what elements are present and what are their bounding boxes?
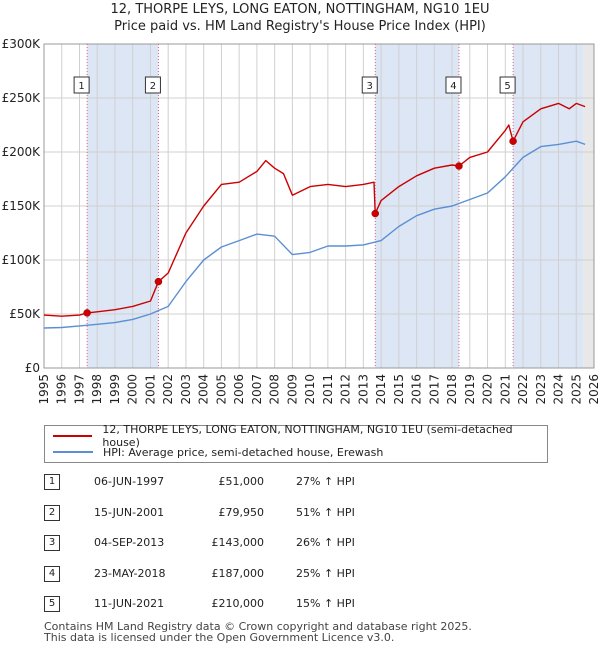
x-tick-label: 2020 xyxy=(481,374,495,405)
x-tick-label: 2001 xyxy=(143,374,157,405)
sale-label-box xyxy=(73,76,90,94)
sale-price: £187,000 xyxy=(211,566,265,580)
sale-hpi-change: 27% ↑ HPI xyxy=(296,475,355,488)
sale-hpi-change: 25% ↑ HPI xyxy=(296,566,355,580)
sale-row: 5 11-JUN-2021 £210,000 15% ↑ HPI xyxy=(44,596,564,627)
sale-number-badge: 4 xyxy=(44,565,60,582)
x-tick-label: 2015 xyxy=(392,374,406,405)
footer-line1: Contains HM Land Registry data © Crown c… xyxy=(44,620,472,633)
sale-date: 04-SEP-2013 xyxy=(94,536,165,549)
y-tick-label: £300K xyxy=(2,37,42,51)
x-tick-label: 1999 xyxy=(108,374,122,405)
x-tick-label: 2024 xyxy=(552,374,566,405)
x-tick-label: 2000 xyxy=(126,374,140,405)
sale-hpi-change: 26% ↑ HPI xyxy=(296,536,355,549)
x-tick-label: 2022 xyxy=(516,374,530,405)
x-tick-label: 2002 xyxy=(161,374,175,405)
sale-row: 2 15-JUN-2001 £79,950 51% ↑ HPI xyxy=(44,504,564,536)
x-tick-label: 2018 xyxy=(445,374,459,405)
x-tick-label: 1997 xyxy=(72,374,86,405)
x-tick-label: 2014 xyxy=(374,374,388,405)
sale-point xyxy=(83,309,91,317)
sale-hpi-change: 51% ↑ HPI xyxy=(296,505,355,519)
y-tick-label: £50K xyxy=(9,307,41,321)
sale-price: £79,950 xyxy=(218,505,265,519)
x-tick-label: 2026 xyxy=(587,374,600,405)
legend-swatch-property xyxy=(53,435,93,437)
x-tick-label: 2008 xyxy=(268,374,282,405)
sale-row: 4 23-MAY-2018 £187,000 25% ↑ HPI xyxy=(44,565,564,597)
chart-legend: 12, THORPE LEYS, LONG EATON, NOTTINGHAM,… xyxy=(44,423,548,463)
y-tick-label: £100K xyxy=(2,253,42,267)
legend-swatch-hpi xyxy=(53,451,93,453)
sale-label-box xyxy=(144,76,161,94)
x-tick-label: 2011 xyxy=(321,374,335,405)
x-tick-label: 2013 xyxy=(356,374,370,405)
x-tick-label: 2005 xyxy=(214,374,228,405)
x-tick-label: 2021 xyxy=(498,374,512,405)
footer-attribution: Contains HM Land Registry data © Crown c… xyxy=(44,621,472,643)
sale-label: 2 xyxy=(150,81,156,92)
sale-label: 5 xyxy=(504,81,510,92)
x-tick-label: 1998 xyxy=(90,374,104,405)
sale-label: 1 xyxy=(78,81,84,92)
sale-label: 3 xyxy=(367,81,373,92)
footer-line2: This data is licensed under the Open Gov… xyxy=(44,631,395,644)
sale-date: 15-JUN-2001 xyxy=(94,505,165,519)
sales-table: 1 06-JUN-1997 £51,000 27% ↑ HPI 2 15-JUN… xyxy=(44,474,564,627)
sale-price: £143,000 xyxy=(211,536,265,549)
x-tick-label: 2009 xyxy=(285,374,299,405)
sale-point xyxy=(154,277,163,286)
sale-number-badge: 3 xyxy=(44,535,60,551)
x-tick-label: 2023 xyxy=(534,374,548,405)
x-tick-label: 1995 xyxy=(37,374,51,405)
x-tick-label: 2016 xyxy=(410,374,424,405)
sale-point xyxy=(509,137,517,145)
sale-label-box xyxy=(445,76,462,94)
x-tick-label: 2012 xyxy=(339,374,353,405)
y-tick-label: £0 xyxy=(25,361,40,375)
sale-hpi-change: 15% ↑ HPI xyxy=(296,597,355,610)
sale-label-box xyxy=(499,76,516,94)
sale-label: 4 xyxy=(450,81,456,92)
y-tick-label: £150K xyxy=(2,199,42,213)
sale-point xyxy=(371,209,379,218)
sale-date: 06-JUN-1997 xyxy=(94,475,165,488)
sale-date: 23-MAY-2018 xyxy=(94,566,166,580)
x-tick-label: 2019 xyxy=(463,374,477,405)
sale-price: £210,000 xyxy=(211,597,265,610)
property-series-line xyxy=(43,102,586,317)
plot-frame xyxy=(43,43,595,369)
sale-row: 3 04-SEP-2013 £143,000 26% ↑ HPI xyxy=(44,535,564,566)
x-tick-label: 2007 xyxy=(250,374,264,405)
y-tick-label: £200K xyxy=(2,145,42,159)
legend-item-hpi: HPI: Average price, semi-detached house,… xyxy=(53,444,383,460)
y-tick-label: £250K xyxy=(2,91,42,105)
x-tick-label: 2006 xyxy=(232,374,246,405)
legend-item-property: 12, THORPE LEYS, LONG EATON, NOTTINGHAM,… xyxy=(53,423,547,449)
x-tick-label: 2004 xyxy=(197,374,211,405)
sale-date: 11-JUN-2021 xyxy=(94,597,165,610)
sale-price: £51,000 xyxy=(218,475,265,488)
sale-number-badge: 1 xyxy=(44,474,60,490)
sale-row: 1 06-JUN-1997 £51,000 27% ↑ HPI xyxy=(44,474,564,505)
hpi-series-line xyxy=(43,140,586,329)
chart-title-line2: Price paid vs. HM Land Registry's House … xyxy=(114,19,486,34)
x-tick-label: 2003 xyxy=(179,374,193,405)
legend-label-hpi: HPI: Average price, semi-detached house,… xyxy=(103,445,384,459)
sale-label-box xyxy=(361,76,378,94)
sale-point xyxy=(455,162,463,170)
x-tick-label: 1996 xyxy=(55,374,69,405)
chart-title-line1: 12, THORPE LEYS, LONG EATON, NOTTINGHAM,… xyxy=(110,2,490,17)
x-tick-label: 2017 xyxy=(427,374,441,405)
sale-number-badge: 5 xyxy=(44,596,60,612)
legend-label-property: 12, THORPE LEYS, LONG EATON, NOTTINGHAM,… xyxy=(102,423,513,449)
sale-number-badge: 2 xyxy=(44,504,60,521)
x-tick-label: 2025 xyxy=(569,374,583,405)
x-tick-label: 2010 xyxy=(303,374,317,405)
